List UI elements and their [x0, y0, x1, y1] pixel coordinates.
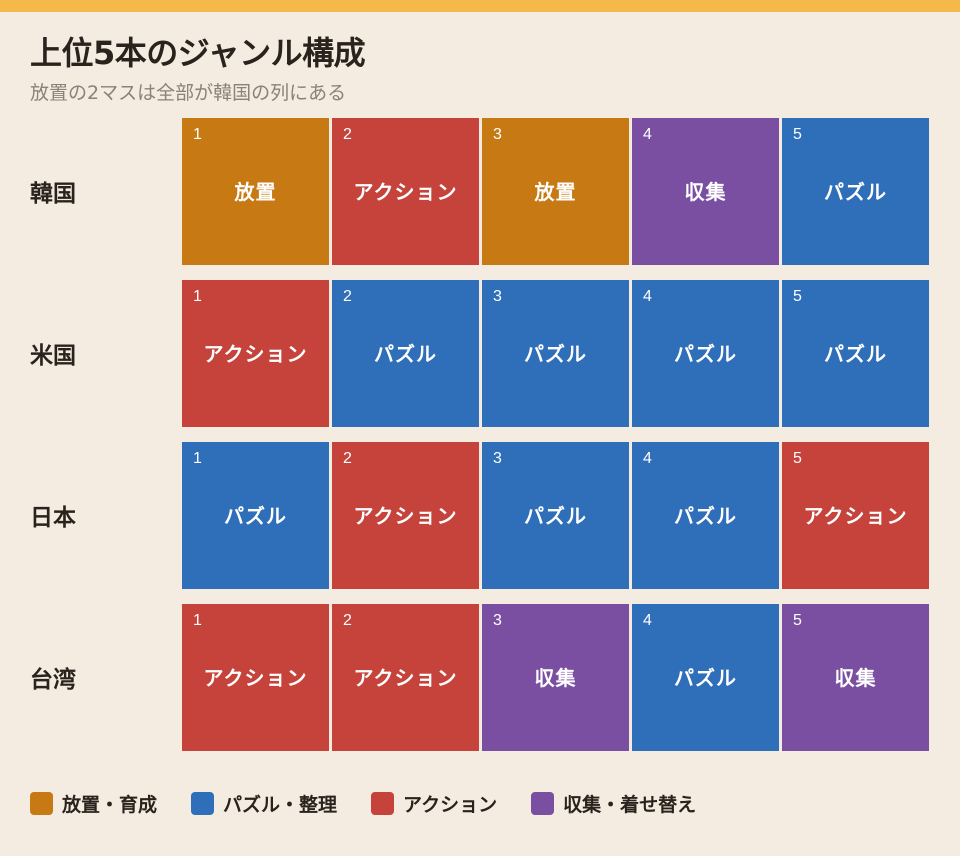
row-label-2: 米国: [30, 343, 76, 369]
grid-cell: 1 アクション: [182, 280, 329, 427]
rank-number: 5: [793, 288, 802, 305]
grid-cell: 3 放置: [482, 118, 629, 265]
rank-number: 5: [793, 612, 802, 629]
rank-number: 1: [193, 288, 202, 305]
genre-label: パズル: [224, 504, 287, 528]
grid-cell: 5 パズル: [782, 280, 929, 427]
genre-label: アクション: [203, 666, 308, 690]
rank-number: 3: [493, 126, 502, 143]
grid-cell: 5 収集: [782, 604, 929, 751]
legend-swatch: [531, 792, 555, 815]
genre-label: パズル: [674, 666, 737, 690]
genre-label: パズル: [824, 342, 887, 366]
legend-swatch: [30, 792, 53, 815]
rank-number: 1: [193, 612, 202, 629]
legend-swatch: [371, 792, 395, 815]
row-label-3: 日本: [30, 505, 76, 531]
legend-label: パズル・整理: [223, 794, 338, 816]
rank-number: 4: [643, 612, 652, 629]
grid-cell: 1 アクション: [182, 604, 329, 751]
genre-label: パズル: [674, 504, 737, 528]
rank-number: 3: [493, 288, 502, 305]
rank-number: 4: [643, 450, 652, 467]
genre-label: パズル: [824, 180, 887, 204]
genre-label: 放置: [234, 180, 277, 204]
grid-cell: 5 パズル: [782, 118, 929, 265]
rank-number: 2: [343, 450, 352, 467]
chart-title: 上位5本のジャンル構成: [30, 34, 366, 72]
chart-subtitle: 放置の2マスは全部が韓国の列にある: [30, 82, 347, 104]
legend-item: 収集・着せ替え: [531, 790, 696, 817]
rank-number: 3: [493, 450, 502, 467]
genre-label: パズル: [524, 342, 587, 366]
genre-label: 収集: [684, 180, 727, 204]
legend-label: 放置・育成: [62, 794, 158, 816]
grid-cell: 4 パズル: [632, 442, 779, 589]
genre-label: アクション: [803, 504, 908, 528]
genre-label: アクション: [203, 342, 308, 366]
row-label-1: 韓国: [30, 181, 76, 207]
legend-item: アクション: [371, 790, 497, 817]
genre-label: パズル: [674, 342, 737, 366]
grid-cell: 3 パズル: [482, 442, 629, 589]
rank-number: 3: [493, 612, 502, 629]
genre-label: アクション: [353, 180, 458, 204]
legend-item: 放置・育成: [30, 790, 157, 817]
genre-label: アクション: [353, 666, 458, 690]
grid-cell: 4 収集: [632, 118, 779, 265]
rank-number: 5: [793, 126, 802, 143]
legend: 放置・育成 パズル・整理 アクション 収集・着せ替え: [30, 790, 730, 817]
grid-cell: 4 パズル: [632, 604, 779, 751]
rank-number: 5: [793, 450, 802, 467]
grid-cell: 2 アクション: [332, 118, 479, 265]
rank-number: 1: [193, 450, 202, 467]
grid-cell: 2 アクション: [332, 442, 479, 589]
genre-label: パズル: [374, 342, 437, 366]
genre-label: 収集: [834, 666, 877, 690]
genre-label: パズル: [524, 504, 587, 528]
legend-item: パズル・整理: [191, 790, 337, 817]
legend-swatch: [191, 792, 215, 815]
grid-cell: 4 パズル: [632, 280, 779, 427]
rank-number: 2: [343, 288, 352, 305]
grid-cell: 2 アクション: [332, 604, 479, 751]
grid-cell: 1 パズル: [182, 442, 329, 589]
grid-cell: 1 放置: [182, 118, 329, 265]
rank-number: 4: [643, 126, 652, 143]
top-accent-bar: [0, 0, 960, 12]
legend-label: 収集・着せ替え: [563, 794, 697, 816]
rank-number: 2: [343, 612, 352, 629]
rank-number: 1: [193, 126, 202, 143]
grid-cell: 3 パズル: [482, 280, 629, 427]
rank-number: 4: [643, 288, 652, 305]
genre-label: アクション: [353, 504, 458, 528]
legend-label: アクション: [403, 794, 498, 816]
genre-label: 放置: [534, 180, 577, 204]
genre-label: 収集: [534, 666, 577, 690]
row-label-4: 台湾: [30, 667, 76, 693]
grid-cell: 2 パズル: [332, 280, 479, 427]
grid-cell: 3 収集: [482, 604, 629, 751]
rank-number: 2: [343, 126, 352, 143]
grid-cell: 5 アクション: [782, 442, 929, 589]
